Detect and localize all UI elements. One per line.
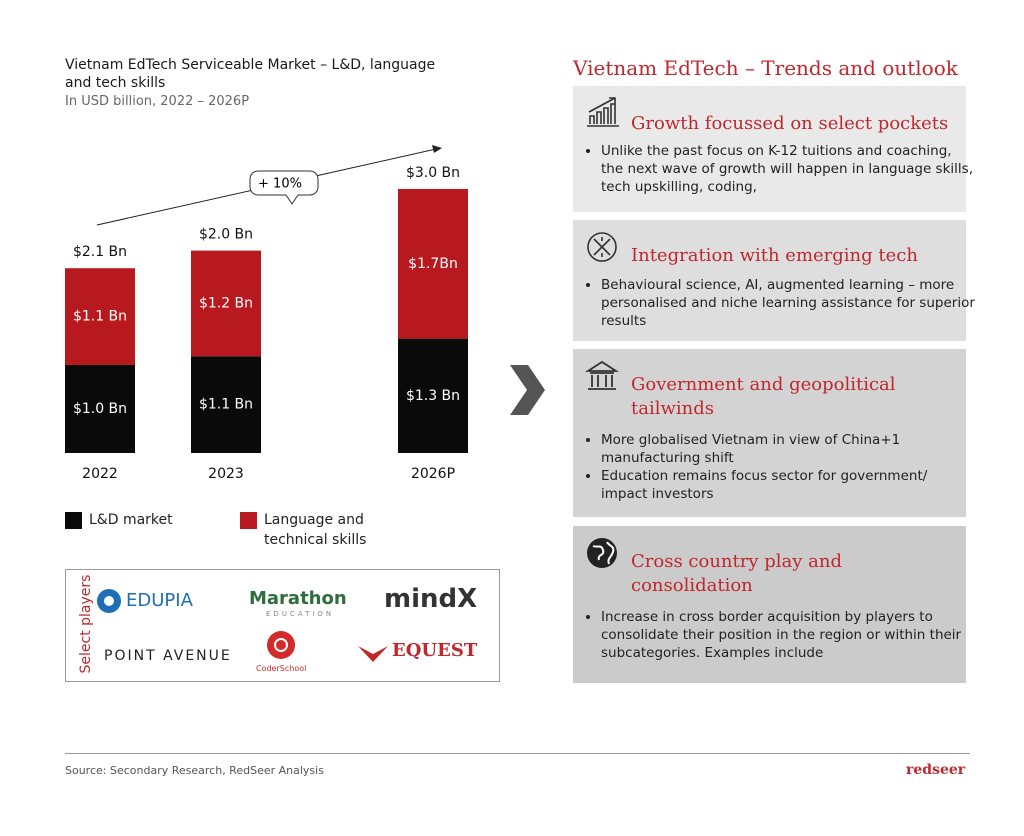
chart: + 10% $1.0 Bn $1.1 Bn $2.1 Bn 2022 $1.1 Bn $1… <box>65 145 545 482</box>
player-logo: EDUPIA <box>126 590 193 611</box>
trend-card: Growth focussed on select pockets Unlike … <box>573 86 973 212</box>
source: Source: Secondary Research, RedSeer Anal… <box>65 764 324 777</box>
player-logo: EQUEST <box>392 640 478 661</box>
player-logo: mindX <box>384 584 478 614</box>
bar-segment <box>191 250 261 357</box>
bar-segment <box>191 356 261 453</box>
x-tick-label: 2022 <box>82 466 118 482</box>
value-label: $1.7Bn <box>408 256 458 272</box>
bullet: Increase in cross border acquisition by … <box>601 608 976 662</box>
legend-swatch <box>240 512 257 529</box>
equest-icon <box>358 646 388 662</box>
coderschool-icon <box>267 631 295 659</box>
card-icon <box>587 538 617 568</box>
bar-segment <box>65 365 135 453</box>
chevron <box>510 365 545 415</box>
card-heading: Cross country play and consolidation <box>631 551 842 596</box>
player-logo: Marathon <box>249 588 347 609</box>
brand: redseer <box>906 762 966 778</box>
card-icon <box>587 97 619 127</box>
bar-segment <box>398 189 468 339</box>
legend-item: L&D market <box>65 510 199 530</box>
card-heading: Growth focussed on select pockets <box>631 113 949 134</box>
legend-label: Language and technical skills <box>264 512 367 548</box>
value-label: $1.1 Bn <box>73 309 127 325</box>
total-label: $2.1 Bn <box>73 244 127 260</box>
value-label: $1.0 Bn <box>73 401 127 417</box>
legend-swatch <box>65 512 82 529</box>
card-bullets: More globalised Vietnam in view of China… <box>583 431 976 503</box>
card-heading: Government and geopolitical tailwinds <box>631 374 896 419</box>
x-tick-label: 2026P <box>411 466 455 482</box>
x-tick-label: 2023 <box>208 466 244 482</box>
value-label: $1.3 Bn <box>406 388 460 404</box>
bar-segment <box>65 268 135 365</box>
legend-item: Language and technical skills <box>240 510 394 550</box>
chart-title: Vietnam EdTech Serviceable Market – L&D,… <box>65 57 436 91</box>
card-bullets: Increase in cross border acquisition by … <box>583 608 976 662</box>
card-icon <box>587 232 617 262</box>
player-logo: CoderSchool <box>256 664 307 673</box>
card-heading: Integration with emerging tech <box>631 245 918 266</box>
players-box: Select players EDUPIA Marathon EDUCATION… <box>65 569 500 682</box>
bullet: Behavioural science, AI, augmented learn… <box>601 276 976 330</box>
bullet: More globalised Vietnam in view of China… <box>601 431 976 467</box>
value-label: $1.1 Bn <box>199 397 253 413</box>
outlook-title: Vietnam EdTech – Trends and outlook <box>573 56 958 80</box>
total-label: $2.0 Bn <box>199 227 253 243</box>
legend-label: L&D market <box>89 512 173 528</box>
bar-segment <box>398 338 468 453</box>
bullet: Education remains focus sector for gover… <box>601 467 976 503</box>
trend-card: Government and geopolitical tailwindsMor… <box>573 349 966 517</box>
edupia-icon <box>97 589 121 613</box>
card-bullets: Unlike the past focus on K-12 tuitions a… <box>583 142 976 196</box>
players-label: Select players <box>78 574 94 674</box>
player-logo: EDUCATION <box>266 610 335 618</box>
divider <box>65 753 970 754</box>
trend-card: Cross country play and consolidationIncr… <box>573 526 966 683</box>
value-label: $1.2 Bn <box>199 295 253 311</box>
annotation: + 10% <box>258 177 302 192</box>
player-logo: POINT AVENUE <box>104 648 232 664</box>
chart-subtitle: In USD billion, 2022 – 2026P <box>65 94 250 109</box>
arrow-head <box>432 145 442 153</box>
trend-card: Integration with emerging tech Behavioura… <box>573 220 975 341</box>
total-label: $3.0 Bn <box>406 165 460 181</box>
card-icon <box>585 360 619 390</box>
callout <box>249 170 319 205</box>
bullet: Unlike the past focus on K-12 tuitions a… <box>601 142 976 196</box>
card-bullets: Behavioural science, AI, augmented learn… <box>583 276 976 330</box>
